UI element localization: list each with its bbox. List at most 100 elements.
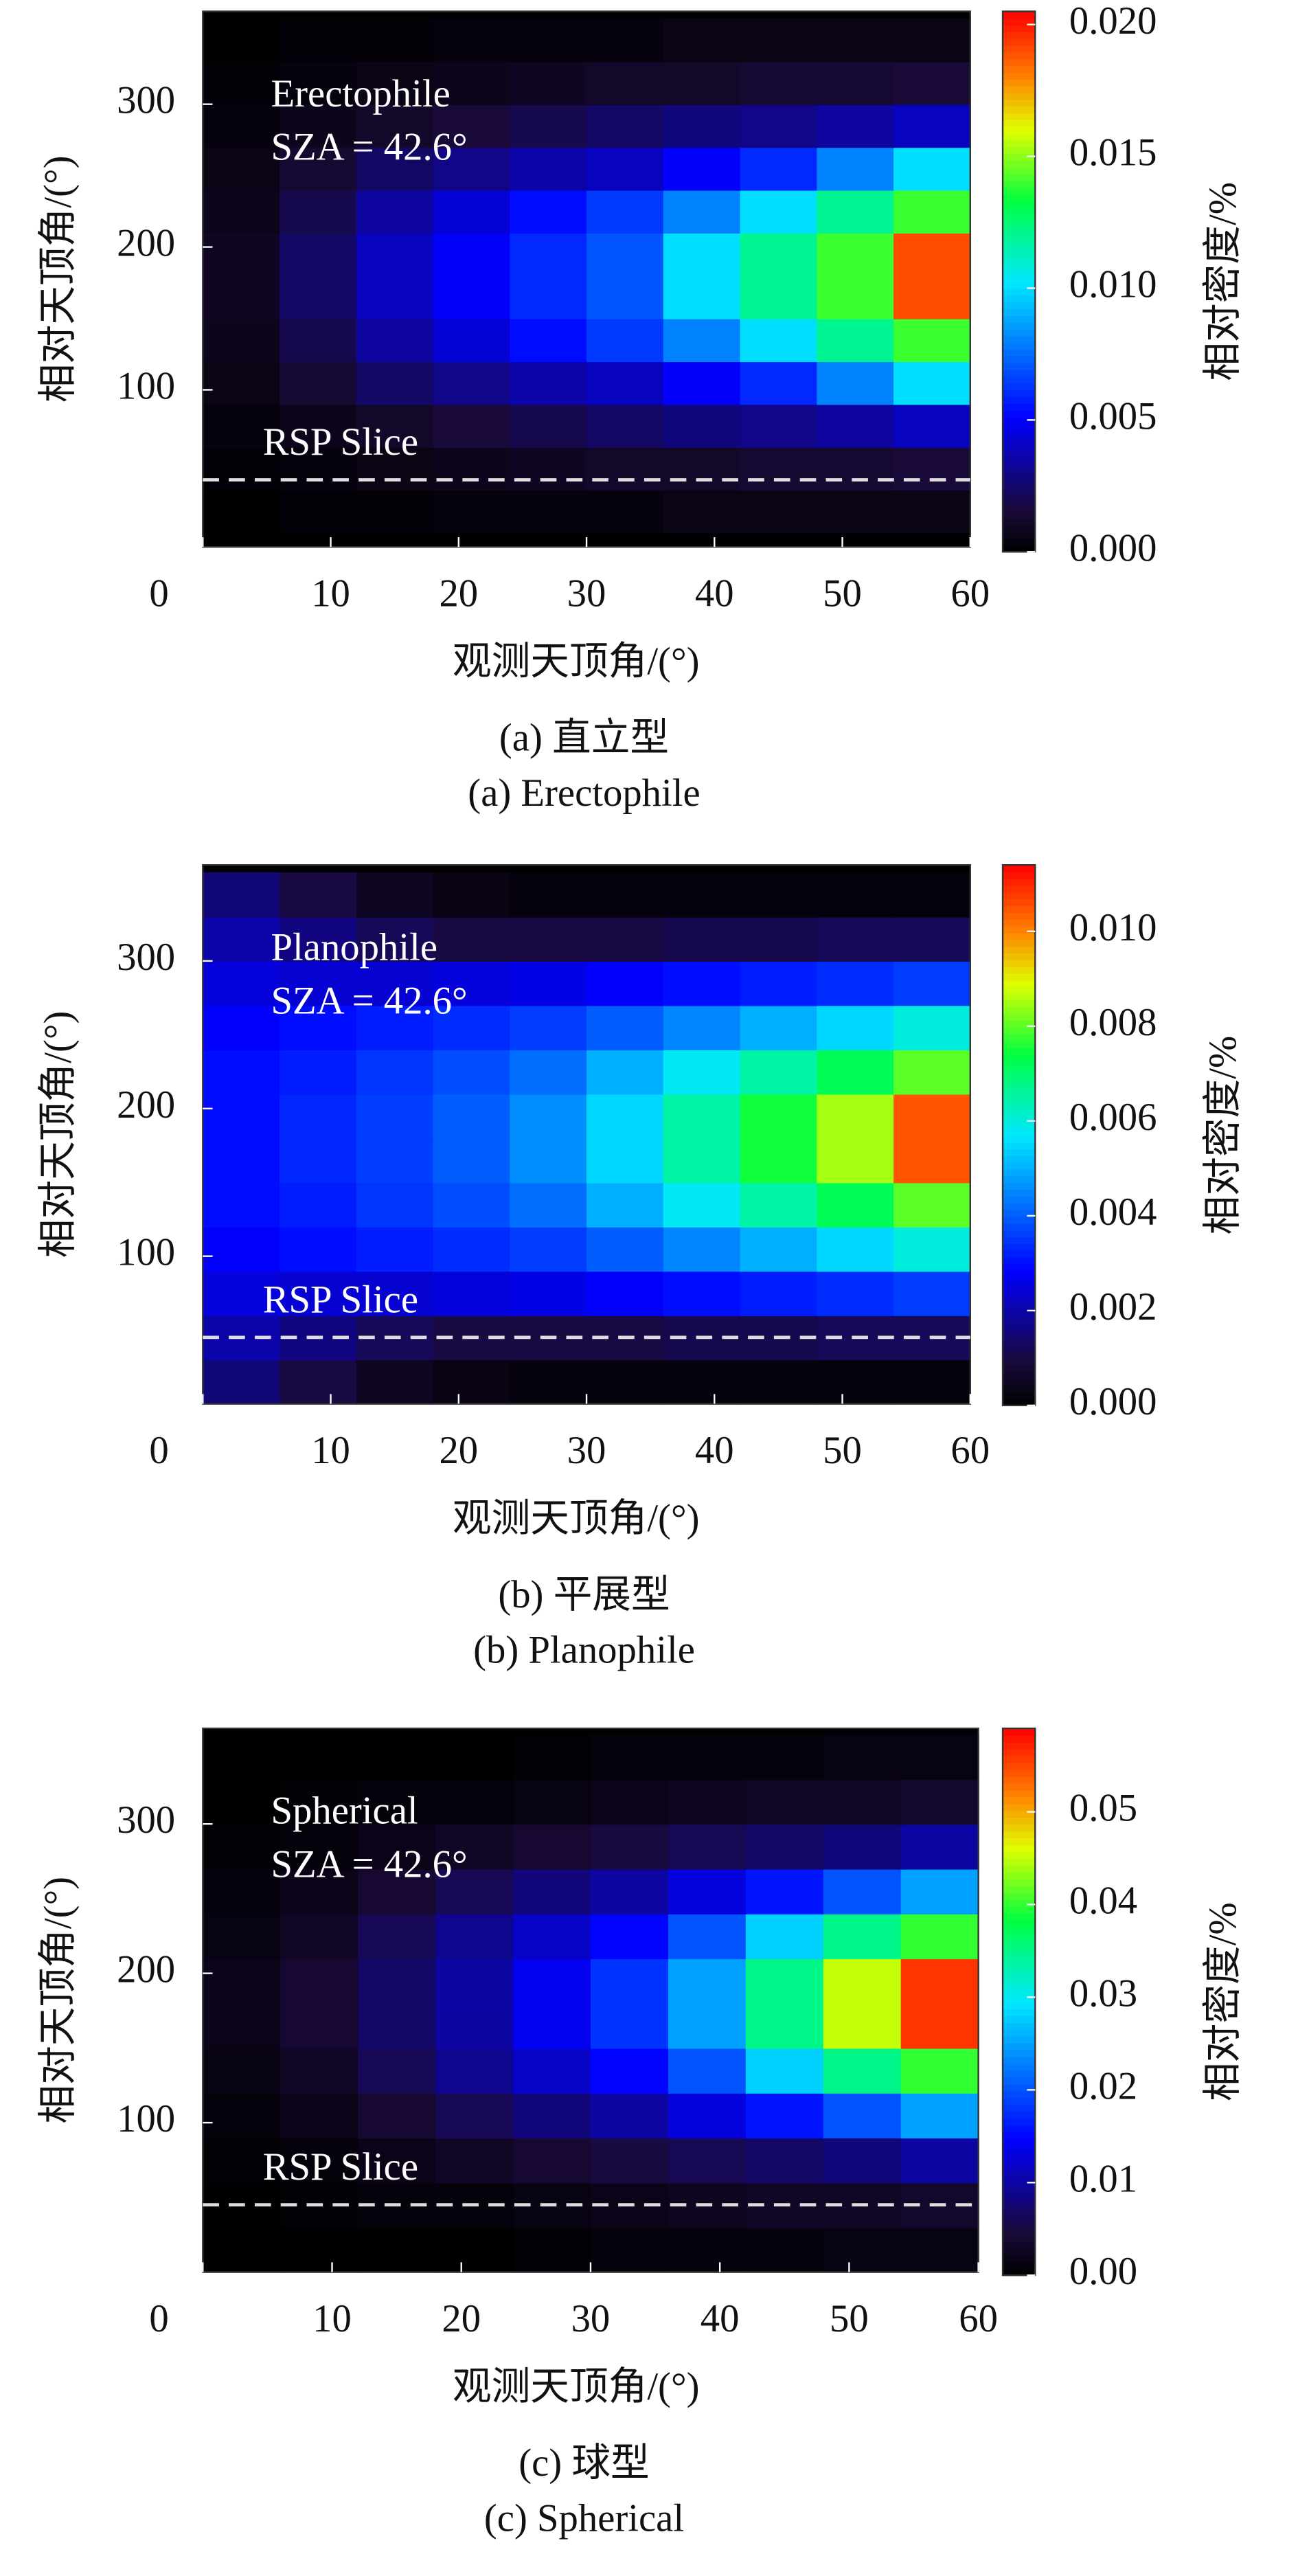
colorbar-step [1003, 946, 1036, 954]
heat-cell [587, 147, 664, 191]
heat-cell [433, 232, 511, 277]
colorbar-step [1003, 2049, 1036, 2057]
colorbar-step [1003, 1189, 1036, 1197]
heat-cell [203, 1868, 282, 1914]
heat-cell [203, 916, 281, 962]
heat-cell [587, 872, 664, 918]
heat-cell [893, 1138, 971, 1184]
x-tick-label: 40 [695, 572, 734, 615]
heat-cell [356, 447, 434, 491]
heat-cell [280, 1958, 359, 2004]
heat-cell [435, 2048, 514, 2094]
colorbar-step [1003, 2227, 1036, 2235]
colorbar-tick-label: 0.01 [1069, 2157, 1137, 2200]
heat-cell [668, 1958, 747, 2004]
colorbar-step [1003, 1399, 1036, 1406]
heat-cell [668, 1868, 747, 1914]
heat-cell [513, 2137, 592, 2184]
heat-cell [590, 2137, 670, 2184]
colorbar-step [1003, 1283, 1036, 1291]
colorbar-step [1003, 1940, 1036, 1948]
colorbar-step [1003, 403, 1036, 411]
colorbar-step [1003, 383, 1036, 391]
heat-cell [740, 361, 818, 405]
colorbar-step [1003, 1981, 1036, 1989]
heat-cell [590, 2048, 670, 2094]
heat-cell [587, 18, 664, 63]
y-tick-label: 300 [117, 79, 175, 122]
colorbar-step [1003, 865, 1036, 872]
heat-cell [433, 1182, 511, 1228]
colorbar-step [1003, 396, 1036, 404]
colorbar-step [1003, 1392, 1036, 1400]
heat-cell [356, 404, 434, 448]
colorbar-step [1003, 2083, 1036, 2092]
colorbar-step [1003, 1027, 1036, 1035]
heat-cell [203, 960, 281, 1006]
colorbar-step [1003, 1762, 1036, 1770]
colorbar-step [1003, 65, 1036, 73]
heat-cell [668, 2137, 747, 2184]
colorbar-step [1003, 2035, 1036, 2044]
colorbar-step [1003, 2118, 1036, 2126]
heat-cell [435, 1868, 514, 1914]
heat-cell [587, 1271, 664, 1316]
heat-cell [433, 361, 511, 405]
heat-cell [740, 1005, 818, 1051]
heat-cell [893, 1182, 971, 1228]
heat-cell [823, 2227, 902, 2273]
colorbar-step [1003, 1256, 1036, 1265]
colorbar-step [1003, 2077, 1036, 2085]
colorbar-step [1003, 2152, 1036, 2160]
colorbar-step [1003, 1149, 1036, 1157]
heat-cell [358, 2048, 437, 2094]
x-tick-label: 60 [959, 2297, 998, 2340]
heat-cell [740, 490, 818, 534]
heat-cell [817, 1182, 895, 1228]
heat-cell [587, 1094, 664, 1139]
heat-cell [280, 1868, 359, 1914]
heat-cell [587, 190, 664, 234]
heat-cell [280, 1138, 357, 1184]
heat-cell [435, 1778, 514, 1825]
heat-cell [435, 1734, 514, 1781]
heat-cell [513, 2048, 592, 2094]
heat-cell [587, 61, 664, 105]
heat-cell [823, 1958, 902, 2004]
x-tick-label: 50 [830, 2297, 869, 2340]
heat-cell [590, 2003, 670, 2049]
heat-cell [668, 1824, 747, 1870]
colorbar-step [1003, 905, 1036, 913]
heat-cell [740, 404, 818, 448]
colorbar-step [1003, 457, 1036, 465]
colorbar-step [1003, 878, 1036, 886]
heat-cell [433, 404, 511, 448]
colorbar-step [1003, 531, 1036, 539]
colorbar-step [1003, 342, 1036, 350]
y-tick-label: 100 [117, 1231, 175, 1274]
heat-cell [280, 1049, 357, 1095]
heat-cell [900, 2137, 979, 2184]
heat-cell [358, 1958, 437, 2004]
heat-cell [356, 1049, 434, 1095]
heat-cell [356, 1005, 434, 1051]
heat-cell [280, 1226, 357, 1272]
heat-cell [203, 147, 281, 191]
heat-cell [203, 1734, 282, 1781]
colorbar-step [1003, 2268, 1036, 2276]
colorbar-step [1003, 1933, 1036, 1941]
colorbar-step [1003, 1128, 1036, 1136]
colorbar-step [1003, 1047, 1036, 1055]
heat-cell [203, 404, 281, 448]
colorbar-step [1003, 939, 1036, 947]
heat-cell [900, 1734, 979, 1781]
heat-cell [745, 2137, 824, 2184]
y-tick-label: 200 [117, 1083, 175, 1127]
heat-cell [280, 2137, 359, 2184]
colorbar-step [1003, 52, 1036, 60]
heat-cell [356, 275, 434, 319]
heat-cell [280, 1824, 359, 1870]
colorbar-step [1003, 1344, 1036, 1353]
heat-cell [740, 190, 818, 234]
heat-cell [893, 18, 971, 63]
